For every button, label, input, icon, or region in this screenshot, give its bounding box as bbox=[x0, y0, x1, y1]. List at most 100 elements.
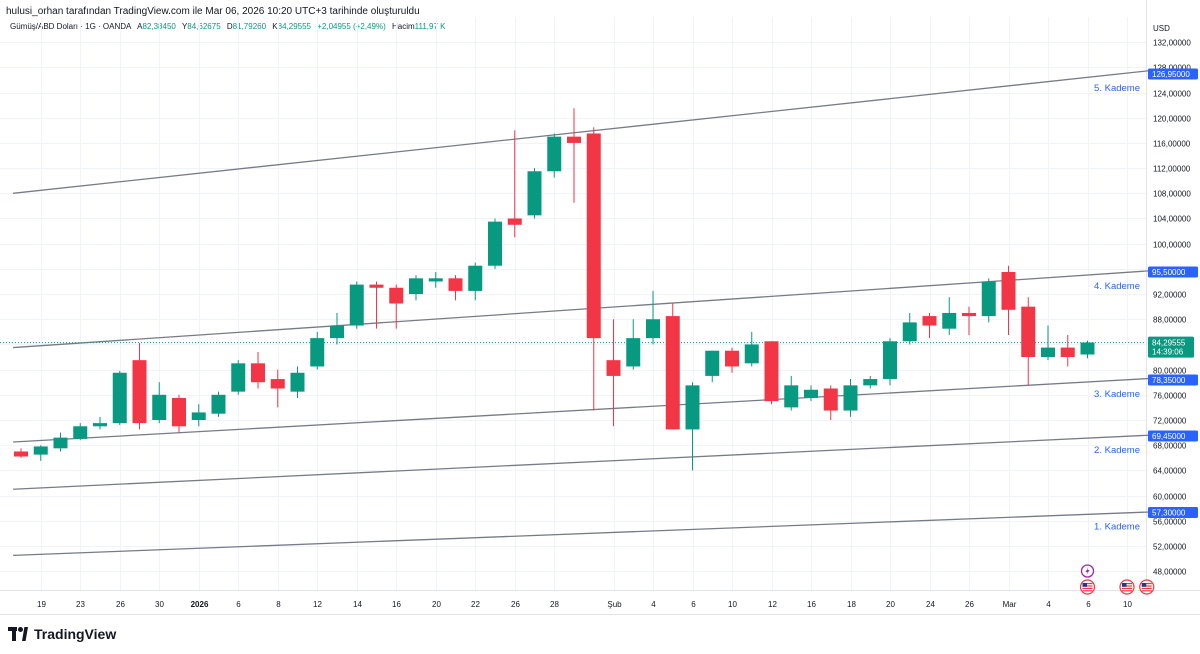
candle-body bbox=[93, 423, 107, 427]
low-label: D bbox=[226, 22, 233, 31]
tradingview-logo[interactable]: TradingView bbox=[8, 626, 116, 642]
candle bbox=[468, 262, 483, 301]
candle-body bbox=[73, 426, 88, 439]
candle bbox=[369, 281, 384, 329]
x-tick-label: 2026 bbox=[191, 600, 209, 609]
y-tick-label: 124,00000 bbox=[1153, 90, 1191, 99]
candle bbox=[93, 416, 107, 430]
axes: 48,00000 52,00000 56,00000 60,00000 64,00000… bbox=[0, 0, 1200, 615]
candle-body bbox=[586, 133, 601, 339]
x-tick-label: 18 bbox=[847, 600, 856, 609]
y-tick-label: 120,00000 bbox=[1153, 115, 1191, 124]
x-tick-label: 6 bbox=[691, 600, 696, 609]
y-tick-label: 52,00000 bbox=[1153, 543, 1187, 552]
candle bbox=[1021, 297, 1036, 386]
candle-body bbox=[626, 338, 641, 367]
y-tick-label: 104,00000 bbox=[1153, 215, 1191, 224]
candle bbox=[725, 347, 739, 373]
candle-body bbox=[547, 136, 562, 172]
candle-body bbox=[922, 316, 937, 326]
candle bbox=[132, 343, 147, 430]
trendline bbox=[13, 511, 1151, 557]
candle bbox=[764, 341, 779, 405]
candle-body bbox=[211, 394, 226, 414]
lightning-icon bbox=[1080, 564, 1095, 578]
x-tick-label: 26 bbox=[965, 600, 974, 609]
candle-body bbox=[132, 360, 147, 424]
candle-body bbox=[251, 363, 265, 383]
volume-value: 111,97 K bbox=[414, 22, 446, 31]
x-tick-label: 12 bbox=[313, 600, 322, 609]
candle bbox=[962, 306, 976, 335]
candle-body bbox=[231, 363, 246, 392]
candle-body bbox=[962, 312, 976, 317]
candle bbox=[409, 275, 423, 301]
trendlines bbox=[0, 69, 1151, 557]
candle-body bbox=[883, 341, 897, 380]
open-label: A bbox=[137, 22, 143, 31]
us-flag-icon bbox=[1079, 579, 1096, 595]
countdown-value: 14:39:06 bbox=[1152, 348, 1184, 357]
candle-body bbox=[804, 389, 818, 398]
candle-body bbox=[942, 312, 957, 329]
candle-body bbox=[646, 319, 660, 339]
candle-body bbox=[14, 451, 28, 457]
volume-label: Hacim bbox=[391, 22, 415, 31]
y-tick-label: 48,00000 bbox=[1153, 568, 1187, 577]
tradingview-logo-icon bbox=[8, 627, 30, 641]
level-value: 78,35000 bbox=[1152, 376, 1186, 385]
x-tick-label: 4 bbox=[651, 600, 656, 609]
x-tick-label: 6 bbox=[236, 600, 241, 609]
y-tick-label: 88,00000 bbox=[1153, 316, 1187, 325]
x-tick-label: 12 bbox=[768, 600, 777, 609]
level-tag bbox=[1148, 374, 1198, 386]
level-name: 3. Kademe bbox=[1094, 389, 1140, 400]
candle-body bbox=[428, 278, 443, 282]
level-name: 5. Kademe bbox=[1094, 83, 1140, 94]
candle-body bbox=[1041, 347, 1055, 358]
candle bbox=[231, 360, 246, 395]
candle-body bbox=[665, 316, 680, 430]
candle-body bbox=[310, 338, 325, 367]
candle bbox=[152, 382, 167, 424]
level-name: 1. Kademe bbox=[1094, 522, 1140, 533]
symbol-title[interactable]: Gümüş/ABD Doları · 1G · OANDA bbox=[10, 22, 132, 31]
candle bbox=[567, 108, 581, 203]
candle-body bbox=[764, 341, 779, 402]
candle-body bbox=[863, 379, 878, 386]
candle-body bbox=[527, 171, 542, 216]
y-tick-label: 60,00000 bbox=[1153, 493, 1187, 502]
candle bbox=[112, 370, 127, 426]
currency-label[interactable]: USD bbox=[1153, 24, 1170, 33]
candle-body bbox=[369, 284, 384, 288]
high-label: Y bbox=[181, 22, 188, 31]
trendline bbox=[13, 377, 1151, 443]
change-value: +2,04955 (+2,49%) bbox=[317, 22, 386, 31]
candle bbox=[1060, 334, 1075, 367]
candle-body bbox=[744, 344, 759, 364]
candle-body bbox=[152, 394, 167, 420]
candle-body bbox=[191, 412, 206, 420]
low-value: 81,79260 bbox=[232, 22, 267, 31]
x-tick-label: 28 bbox=[550, 600, 559, 609]
candle-body bbox=[1080, 342, 1095, 355]
candle bbox=[863, 375, 878, 389]
candle-body bbox=[725, 350, 739, 367]
candle-body bbox=[468, 265, 483, 291]
event-markers bbox=[1079, 564, 1155, 595]
candle bbox=[1080, 340, 1095, 359]
candle bbox=[843, 379, 858, 417]
candle bbox=[251, 351, 265, 389]
candle-body bbox=[507, 218, 522, 225]
y-tick-label: 108,00000 bbox=[1153, 190, 1191, 199]
x-tick-label: 6 bbox=[1086, 600, 1091, 609]
trendline bbox=[13, 434, 1151, 490]
candle-body bbox=[981, 281, 996, 317]
x-tick-label: 24 bbox=[926, 600, 935, 609]
candle bbox=[1001, 265, 1016, 335]
level-value: 126,95000 bbox=[1152, 70, 1190, 79]
level-value: 69,45000 bbox=[1152, 432, 1186, 441]
candle-body bbox=[172, 397, 186, 427]
candle bbox=[211, 391, 226, 417]
